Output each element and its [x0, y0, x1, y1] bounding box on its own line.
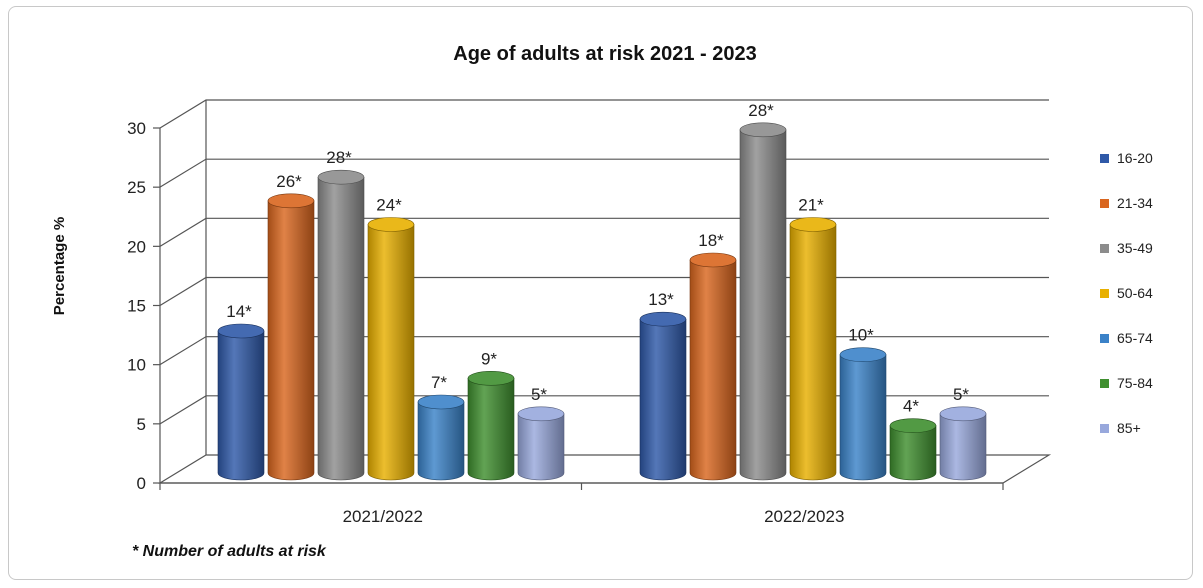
- data-label: 9*: [481, 349, 497, 368]
- bar-50-64-2021/2022: [367, 217, 415, 481]
- legend-swatch: [1100, 424, 1109, 433]
- bar-35-49-2021/2022: [317, 169, 365, 481]
- bar-top: [839, 347, 887, 362]
- bar-top: [689, 252, 737, 268]
- data-labels: 14* 26* 28* 24* 7* 9* 5* 13* 18* 28* 21* 10* 4* 5*: [226, 101, 969, 416]
- bar-top: [939, 406, 987, 422]
- legend-label: 16-20: [1117, 150, 1153, 166]
- bar-body: [789, 224, 837, 481]
- bar-16-20-2022/2023: [639, 311, 687, 481]
- bar-body: [639, 318, 687, 481]
- legend-swatch: [1100, 244, 1109, 253]
- bar-35-49-2022/2023: [739, 122, 787, 481]
- bar-21-34-2021/2022: [267, 193, 315, 481]
- gridline: [159, 99, 1049, 129]
- legend-swatch: [1100, 199, 1109, 208]
- legend-swatch: [1100, 154, 1109, 163]
- bar-top: [789, 217, 837, 232]
- y-tick-label: 25: [127, 178, 146, 197]
- legend-label: 75-84: [1117, 375, 1153, 391]
- data-label: 5*: [531, 385, 547, 404]
- bar-85+-2021/2022: [517, 406, 565, 481]
- data-label: 14*: [226, 302, 252, 321]
- legend-item: 21-34: [1100, 195, 1153, 211]
- bar-21-34-2022/2023: [689, 252, 737, 481]
- bar-top: [267, 193, 315, 209]
- legend-swatch: [1100, 334, 1109, 343]
- bar-65-74-2021/2022: [417, 394, 465, 481]
- footnote: * Number of adults at risk: [132, 543, 327, 560]
- bar-top: [417, 394, 465, 410]
- bar-50-64-2022/2023: [789, 217, 837, 481]
- bar-body: [939, 413, 987, 481]
- bar-top: [739, 122, 787, 138]
- legend-item: 65-74: [1100, 330, 1153, 346]
- legend-item: 85+: [1100, 420, 1141, 436]
- x-tick-label: 2022/2023: [764, 507, 844, 526]
- bar-body: [889, 425, 937, 481]
- bar-body: [467, 378, 515, 481]
- y-axis-label: Percentage %: [51, 217, 68, 315]
- data-label: 28*: [326, 148, 352, 167]
- legend-item: 50-64: [1100, 285, 1153, 301]
- data-label: 24*: [376, 196, 402, 215]
- bar-top: [317, 169, 365, 185]
- data-label: 18*: [698, 231, 724, 250]
- y-tick-label: 15: [127, 297, 146, 316]
- y-tick-label: 30: [127, 119, 146, 138]
- bar-body: [317, 176, 365, 481]
- bar-top: [467, 371, 515, 386]
- bar-body: [839, 354, 887, 481]
- legend: 16-20 21-34 35-49 50-64 65-74 75-84 85+: [1100, 150, 1153, 436]
- bar-top: [639, 311, 687, 327]
- y-tick-label: 10: [127, 356, 146, 375]
- bar-body: [417, 401, 465, 481]
- bar-body: [267, 200, 315, 481]
- y-axis-ticks: 0 5 10 15 20 25 30: [127, 119, 160, 493]
- bar-body: [689, 259, 737, 481]
- data-label: 4*: [903, 397, 919, 416]
- bars: [217, 122, 987, 481]
- x-axis-labels: 2021/2022 2022/2023: [343, 507, 845, 526]
- bar-body: [367, 224, 415, 481]
- data-label: 28*: [748, 101, 774, 120]
- bar-65-74-2022/2023: [839, 347, 887, 481]
- data-label: 10*: [848, 326, 874, 345]
- data-label: 5*: [953, 385, 969, 404]
- bar-75-84-2021/2022: [467, 371, 515, 481]
- legend-item: 75-84: [1100, 375, 1153, 391]
- legend-swatch: [1100, 289, 1109, 298]
- bar-top: [889, 418, 937, 433]
- data-label: 13*: [648, 290, 674, 309]
- bar-top: [367, 217, 415, 232]
- data-label: 21*: [798, 196, 824, 215]
- bar-body: [739, 129, 787, 481]
- data-label: 7*: [431, 373, 447, 392]
- legend-label: 21-34: [1117, 195, 1153, 211]
- y-tick-label: 0: [137, 474, 146, 493]
- data-label: 26*: [276, 172, 302, 191]
- x-tick-label: 2021/2022: [343, 507, 423, 526]
- bar-body: [217, 330, 265, 481]
- legend-label: 85+: [1117, 420, 1141, 436]
- legend-label: 65-74: [1117, 330, 1153, 346]
- legend-label: 50-64: [1117, 285, 1153, 301]
- bar-top: [217, 323, 265, 339]
- legend-item: 16-20: [1100, 150, 1153, 166]
- legend-swatch: [1100, 379, 1109, 388]
- bar-75-84-2022/2023: [889, 418, 937, 481]
- y-tick-label: 20: [127, 237, 146, 256]
- bar-top: [517, 406, 565, 422]
- bar-85+-2022/2023: [939, 406, 987, 481]
- chart-title: Age of adults at risk 2021 - 2023: [453, 43, 756, 65]
- y-tick-label: 5: [137, 415, 146, 434]
- bar-16-20-2021/2022: [217, 323, 265, 481]
- legend-item: 35-49: [1100, 240, 1153, 256]
- legend-label: 35-49: [1117, 240, 1153, 256]
- bar-body: [517, 413, 565, 481]
